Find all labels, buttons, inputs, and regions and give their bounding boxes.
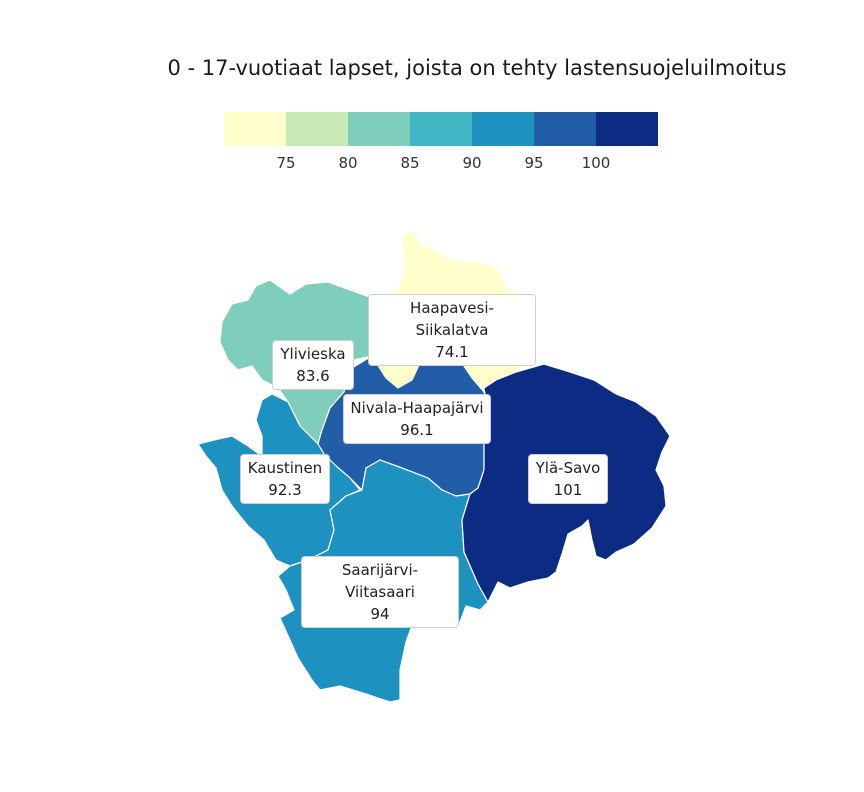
region-value: 83.6 (296, 367, 330, 385)
region-label-haapavesi-siikalatva: Haapavesi-Siikalatva 74.1 (368, 294, 536, 366)
legend-tick: 85 (400, 154, 420, 172)
region-label-ylivieska: Ylivieska 83.6 (272, 340, 354, 390)
legend-tick: 75 (276, 154, 296, 172)
region-name: Kaustinen (247, 459, 323, 477)
region-name: Saarijärvi-Viitasaari (341, 561, 419, 601)
region-value: 74.1 (435, 343, 469, 361)
region-label-kaustinen: Kaustinen 92.3 (240, 454, 330, 504)
legend-swatches (224, 112, 658, 146)
legend-swatch (348, 112, 410, 146)
legend-swatch (286, 112, 348, 146)
region-label-saarijarvi-viitasaari: Saarijärvi-Viitasaari 94 (301, 556, 459, 628)
legend-tick: 100 (581, 154, 611, 172)
region-value: 94 (370, 605, 390, 623)
legend-tick: 80 (338, 154, 358, 172)
legend-swatch (472, 112, 534, 146)
region-label-yla-savo: Ylä-Savo 101 (528, 454, 608, 504)
legend-ticks: 75 80 85 90 95 100 (224, 146, 658, 172)
region-value: 92.3 (268, 481, 302, 499)
region-value: 101 (553, 481, 583, 499)
region-label-nivala-haapajarvi: Nivala-Haapajärvi 96.1 (343, 394, 491, 444)
region-name: Ylä-Savo (535, 459, 601, 477)
region-value: 96.1 (400, 421, 434, 439)
map-title: 0 - 17-vuotiaat lapset, joista on tehty … (167, 56, 787, 80)
region-name: Haapavesi-Siikalatva (410, 299, 494, 339)
color-legend: 75 80 85 90 95 100 (224, 112, 658, 172)
legend-tick: 90 (462, 154, 482, 172)
legend-swatch (410, 112, 472, 146)
region-name: Nivala-Haapajärvi (350, 399, 484, 417)
legend-tick: 95 (524, 154, 544, 172)
region-name: Ylivieska (280, 345, 346, 363)
legend-swatch (596, 112, 658, 146)
legend-swatch (534, 112, 596, 146)
legend-swatch (224, 112, 286, 146)
